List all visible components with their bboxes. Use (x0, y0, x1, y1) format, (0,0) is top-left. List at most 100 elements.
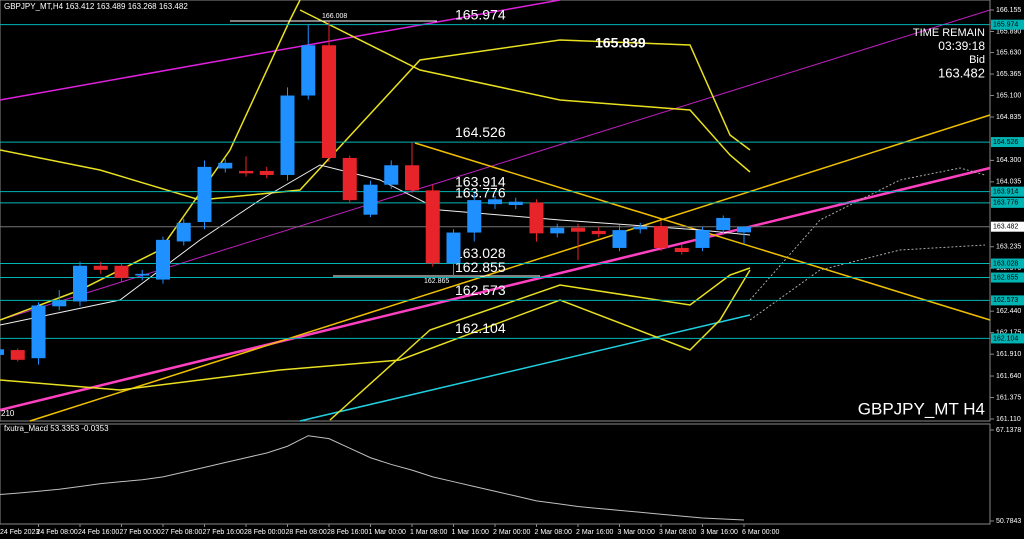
y-tick-label: 165.890 (996, 28, 1021, 35)
y-tick-label: 162.970 (996, 265, 1021, 272)
candle-body (633, 226, 648, 230)
x-tick-label: 24 Feb 2023 (0, 529, 39, 536)
x-tick-label: 24 Feb 08:00 (37, 529, 78, 536)
macd-tick-label: 50.7843 (996, 518, 1021, 525)
y-tick-label: 163.235 (996, 244, 1021, 251)
level-label: 162.573 (455, 282, 506, 298)
x-tick-label: 24 Feb 16:00 (78, 529, 119, 536)
time-remain: 03:39:18 (938, 39, 985, 53)
x-tick-label: 27 Feb 16:00 (203, 529, 244, 536)
level-label: 163.914 (455, 173, 506, 189)
candle-body (612, 230, 627, 248)
x-tick-label: 28 Feb 08:00 (286, 529, 327, 536)
bid-label: Bid (969, 54, 985, 66)
x-tick-label: 3 Mar 00:00 (618, 529, 655, 536)
x-tick-label: 27 Feb 00:00 (120, 529, 161, 536)
candle-body (488, 199, 502, 205)
candle-body (446, 232, 461, 264)
candle-body (93, 265, 108, 270)
candle-body (31, 305, 46, 359)
candle-body (156, 239, 170, 280)
x-tick-label: 28 Feb 00:00 (244, 529, 285, 536)
candle-body (259, 170, 274, 175)
trendline (0, 166, 991, 412)
candle-body (508, 201, 523, 205)
ohlc-low: 163.268 (128, 2, 157, 11)
annotation: 162.865 (424, 278, 449, 285)
candle-body (301, 45, 316, 96)
macd-label: fxutra_Macd 53.3353 -0.0353 (4, 424, 109, 433)
candle-body (10, 350, 25, 360)
candle-body (363, 184, 378, 215)
level-box-label: 162.573 (993, 297, 1018, 304)
x-tick-label: 2 Mar 08:00 (535, 529, 572, 536)
level-box-label: 164.526 (993, 139, 1018, 146)
x-tick-label: 2 Mar 16:00 (576, 529, 613, 536)
level-box (991, 258, 1024, 269)
y-tick-label: 165.365 (996, 71, 1021, 78)
x-tick-label: 28 Feb 16:00 (327, 529, 368, 536)
bid-value: 163.482 (938, 65, 985, 80)
annotation: 210 (1, 409, 15, 418)
y-tick-label: 161.110 (996, 416, 1021, 423)
level-box-label: 162.104 (993, 335, 1018, 342)
y-tick-label: 164.300 (996, 157, 1021, 164)
bid-box-label: 163.482 (993, 224, 1018, 231)
chart-title: GBPJPY_MT,H4 163.412 163.489 163.268 163… (4, 2, 188, 11)
level-label: 164.526 (455, 124, 506, 140)
y-tick-label: 164.035 (996, 179, 1021, 186)
candle-body (239, 170, 253, 174)
trendline (29, 114, 991, 422)
candle-body (280, 95, 295, 175)
trendline (0, 0, 561, 101)
candle-body (674, 247, 689, 252)
candle-body (322, 45, 336, 158)
y-tick-label: 165.630 (996, 49, 1021, 56)
annotation: 165.839 (595, 35, 646, 51)
level-label: 162.855 (455, 259, 506, 275)
candle-body (591, 230, 606, 235)
candle-body (405, 165, 419, 191)
level-box-label: 165.974 (993, 22, 1018, 29)
level-box-label: 163.028 (993, 260, 1018, 267)
level-box-label: 163.776 (993, 200, 1018, 207)
candle-body (342, 157, 357, 201)
level-label: 162.104 (455, 320, 506, 336)
y-tick-label: 162.440 (996, 308, 1021, 315)
band-line (0, 0, 301, 321)
level-box (991, 333, 1024, 344)
level-box-label: 162.855 (993, 274, 1018, 281)
y-tick-label: 165.100 (996, 92, 1021, 99)
candle-body (0, 349, 4, 355)
symbol: GBPJPY_MT,H4 (4, 2, 64, 11)
x-tick-label: 27 Feb 08:00 (161, 529, 202, 536)
candle-body (716, 217, 731, 231)
macd-tick-label: 67.1378 (996, 427, 1021, 434)
cloud-line (749, 167, 986, 301)
time-label: TIME REMAIN (913, 27, 985, 39)
candle-body (695, 230, 710, 248)
candle-body (114, 265, 129, 278)
y-tick-label: 162.175 (996, 330, 1021, 337)
x-tick-label: 3 Mar 08:00 (659, 529, 696, 536)
candle-body (218, 162, 233, 169)
y-tick-label: 164.835 (996, 114, 1021, 121)
macd-line (0, 435, 745, 521)
level-box (991, 272, 1024, 283)
candle-body (135, 273, 150, 276)
candle-body (654, 226, 668, 248)
band-line (299, 9, 751, 173)
level-box-label: 163.914 (993, 189, 1018, 196)
band-line (0, 269, 751, 391)
candle-body (176, 222, 191, 242)
level-box (991, 295, 1024, 306)
candle-body (529, 202, 544, 234)
watermark: GBPJPY_MT H4 (858, 399, 985, 418)
bid-box (991, 221, 1024, 232)
band-line (329, 267, 751, 421)
ohlc-close: 163.482 (159, 2, 188, 11)
candle-body (197, 166, 212, 222)
